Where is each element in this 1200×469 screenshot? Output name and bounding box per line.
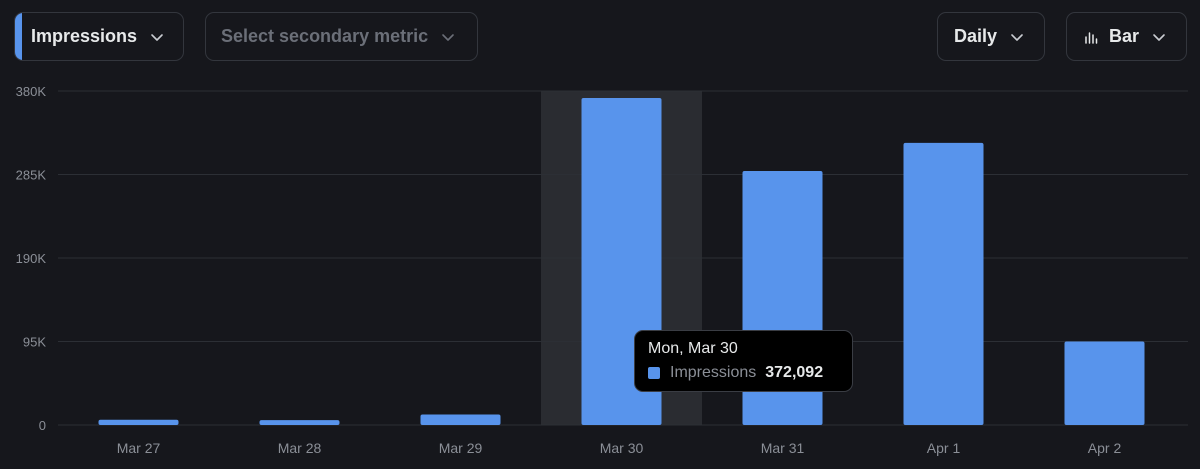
y-axis-tick-labels: 0 95K 190K 285K 380K xyxy=(16,84,47,433)
tooltip-series-swatch xyxy=(648,367,660,379)
interval-dropdown[interactable]: Daily xyxy=(937,12,1045,61)
bar-mar-28[interactable] xyxy=(259,420,340,425)
primary-metric-label: Impressions xyxy=(31,26,138,46)
secondary-metric-dropdown[interactable]: Select secondary metric xyxy=(205,12,478,61)
secondary-metric-placeholder: Select secondary metric xyxy=(221,26,429,46)
chevron-down-icon xyxy=(442,33,454,41)
chart-tooltip: Mon, Mar 30 Impressions 372,092 xyxy=(634,330,853,392)
y-tick-label: 95K xyxy=(23,335,46,350)
x-tick-label: Apr 2 xyxy=(1088,440,1122,456)
chevron-down-icon xyxy=(1011,33,1023,41)
tooltip-value: 372,092 xyxy=(765,364,824,381)
y-tick-label: 0 xyxy=(39,418,46,433)
x-axis-tick-labels: Mar 27 Mar 28 Mar 29 Mar 30 Mar 31 Apr 1 Apr 2 xyxy=(117,440,1122,456)
chevron-down-icon xyxy=(1153,33,1165,41)
x-tick-label: Mar 27 xyxy=(117,440,161,456)
bar-apr-1[interactable] xyxy=(903,142,984,425)
y-tick-label: 380K xyxy=(16,84,47,99)
bar-mar-29[interactable] xyxy=(420,414,501,425)
x-tick-label: Mar 31 xyxy=(761,440,805,456)
bar-mar-27[interactable] xyxy=(98,419,179,425)
x-tick-label: Mar 28 xyxy=(278,440,322,456)
bars xyxy=(98,97,1145,426)
y-tick-label: 285K xyxy=(16,168,47,183)
chart-type-label: Bar xyxy=(1109,26,1140,46)
bar-chart-icon xyxy=(1085,31,1098,44)
x-tick-label: Mar 29 xyxy=(439,440,483,456)
tooltip-row: Impressions 372,092 xyxy=(648,364,839,382)
x-tick-label: Mar 30 xyxy=(600,440,644,456)
chevron-down-icon xyxy=(151,33,163,41)
tooltip-series-name: Impressions xyxy=(670,364,757,381)
primary-metric-dropdown[interactable]: Impressions xyxy=(14,12,184,61)
y-tick-label: 190K xyxy=(16,251,47,266)
bar-apr-2[interactable] xyxy=(1064,341,1145,426)
interval-label: Daily xyxy=(954,26,998,46)
primary-metric-color-indicator xyxy=(15,13,22,60)
tooltip-date: Mon, Mar 30 xyxy=(648,340,738,357)
x-tick-label: Apr 1 xyxy=(927,440,961,456)
chart-toolbar: Impressions Select secondary metric Dail… xyxy=(0,0,1200,80)
chart-type-dropdown[interactable]: Bar xyxy=(1066,12,1187,61)
